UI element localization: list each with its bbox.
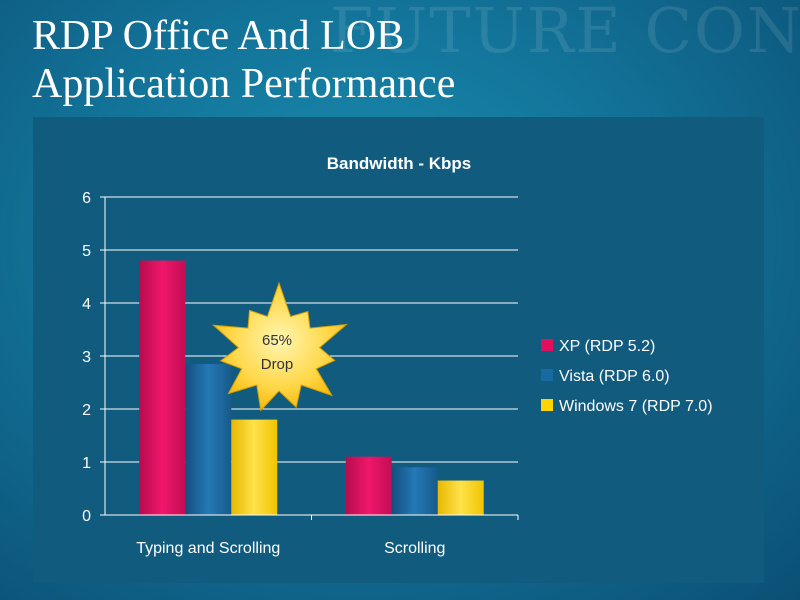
drop-callout: 65% Drop <box>212 281 348 412</box>
legend-label: XP (RDP 5.2) <box>559 338 655 355</box>
legend-swatch <box>541 369 553 381</box>
callout-percent: 65% <box>262 332 292 349</box>
y-tick-label: 5 <box>82 243 91 260</box>
slide-title: RDP Office And LOB Application Performan… <box>32 12 455 108</box>
bar-chart: Bandwidth - Kbps 0 1 2 3 4 5 6 Typing and Scrol… <box>82 154 713 557</box>
y-tick-label: 6 <box>82 190 91 207</box>
y-tick-label: 4 <box>82 296 91 313</box>
slide-title-line-1: RDP Office And LOB <box>32 13 405 59</box>
chart-panel: Bandwidth - Kbps 0 1 2 3 4 5 6 Typing and Scrol… <box>33 117 764 583</box>
callout-label: Drop <box>261 356 294 373</box>
slide-title-line-2: Application Performance <box>32 61 456 107</box>
bar-3 <box>231 419 278 515</box>
legend-swatch <box>541 339 553 351</box>
legend-label: Windows 7 (RDP 7.0) <box>559 398 713 415</box>
bar-2 <box>185 363 232 515</box>
watermark-text: FUTURE CONCEPT <box>330 0 800 67</box>
bar-1 <box>345 456 392 515</box>
legend-label: Vista (RDP 6.0) <box>559 368 670 385</box>
x-tick-label: Typing and Scrolling <box>136 540 280 557</box>
y-tick-label: 3 <box>82 349 91 366</box>
x-tick-label: Scrolling <box>384 540 445 557</box>
bar-3 <box>437 480 484 515</box>
y-tick-label: 2 <box>82 402 91 419</box>
chart-title: Bandwidth - Kbps <box>327 154 471 173</box>
bar-1 <box>139 260 186 515</box>
y-tick-label: 1 <box>82 455 91 472</box>
bar-2 <box>391 467 438 515</box>
starburst-shape <box>212 281 348 412</box>
y-tick-label: 0 <box>82 508 91 525</box>
legend-swatch <box>541 399 553 411</box>
